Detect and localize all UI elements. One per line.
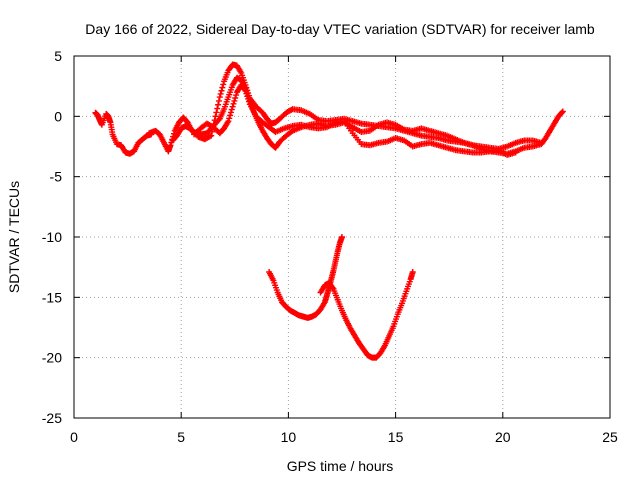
chart-title: Day 166 of 2022, Sidereal Day-to-day VTE… xyxy=(85,21,595,37)
data-point-main-a xyxy=(215,101,222,108)
x-tick-label: 15 xyxy=(388,429,404,445)
data-point-main-c xyxy=(226,115,233,122)
data-point-low-right-arc xyxy=(409,268,416,275)
data-point-main-a xyxy=(558,109,565,116)
x-tick-label: 5 xyxy=(177,429,185,445)
data-point-main-c xyxy=(233,92,240,99)
x-tick-label: 10 xyxy=(281,429,297,445)
data-point-main-c xyxy=(227,109,234,116)
data-point-main-a xyxy=(214,105,221,112)
data-point-main-a xyxy=(213,109,220,116)
x-axis-label: GPS time / hours xyxy=(287,458,394,474)
data-point-main-a xyxy=(206,133,213,140)
data-point-main-c xyxy=(229,103,236,110)
data-point-main-c xyxy=(232,94,239,101)
data-point-main-a xyxy=(212,113,219,120)
data-point-main-c xyxy=(512,149,519,156)
y-tick-label: 5 xyxy=(54,48,62,64)
data-point-main-c xyxy=(230,100,237,107)
x-tick-label: 20 xyxy=(495,429,511,445)
data-point-main-c xyxy=(241,86,248,93)
data-point-main-b xyxy=(288,128,295,135)
data-point-main-c xyxy=(228,106,235,113)
data-point-main-a xyxy=(208,132,215,139)
data-point-main-a xyxy=(559,108,566,115)
x-tick-label: 25 xyxy=(602,429,618,445)
y-tick-label: -15 xyxy=(42,289,62,305)
data-point-main-a xyxy=(220,81,227,88)
data-point-low-right-arc xyxy=(329,284,336,291)
y-tick-label: -25 xyxy=(42,410,62,426)
data-point-main-a xyxy=(215,97,222,104)
data-point-main-a xyxy=(216,94,223,101)
data-point-main-a xyxy=(217,90,224,97)
y-tick-label: -5 xyxy=(50,169,63,185)
x-tick-label: 0 xyxy=(70,429,78,445)
data-point-main-a xyxy=(218,87,225,94)
data-point-main-c xyxy=(227,112,234,119)
y-tick-label: -20 xyxy=(42,350,62,366)
data-point-main-c xyxy=(225,118,232,125)
data-point-main-b xyxy=(538,139,545,146)
y-tick-label: 0 xyxy=(54,108,62,124)
y-axis-label: SDTVAR / TECUs xyxy=(6,181,22,293)
data-point-main-a xyxy=(167,142,174,149)
data-point-main-c xyxy=(231,97,238,104)
axis-ticks: 0 5 10 15 20 25 5 0 -5 -10 -15 -20 -25 xyxy=(42,48,618,445)
data-point-low-left-arc xyxy=(339,234,345,240)
data-point-main-a xyxy=(219,84,226,91)
data-points xyxy=(92,61,566,361)
y-tick-label: -10 xyxy=(42,229,62,245)
